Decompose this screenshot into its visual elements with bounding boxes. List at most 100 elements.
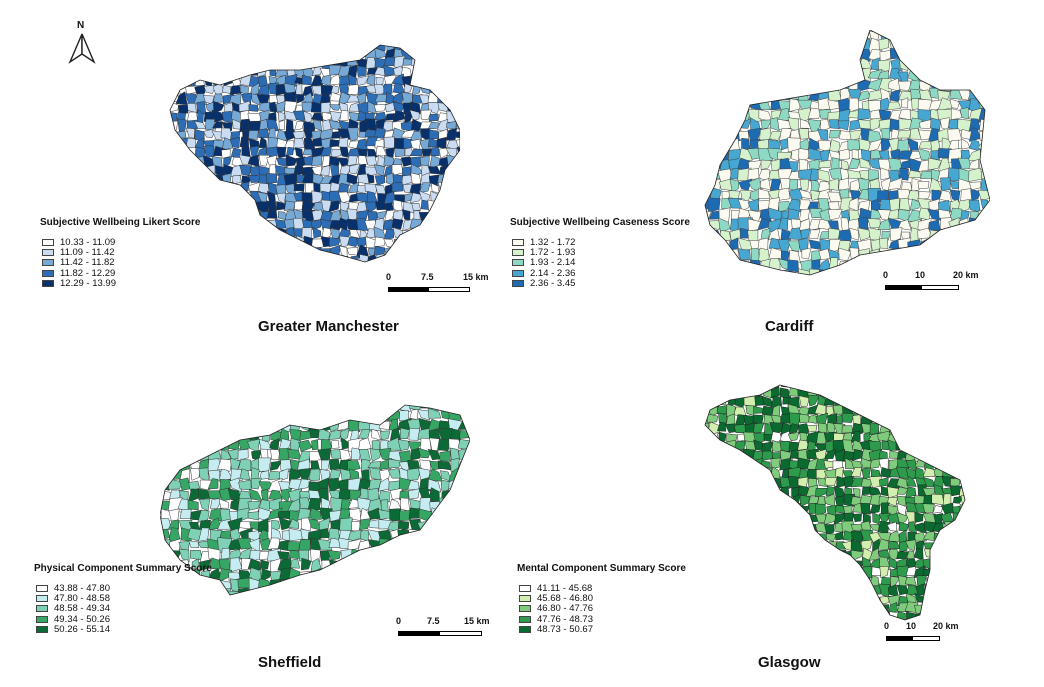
- map-region: [446, 200, 460, 212]
- map-region: [457, 538, 470, 551]
- map-region: [317, 448, 332, 463]
- map-region: [259, 227, 270, 241]
- map-region: [841, 602, 856, 614]
- map-region: [717, 139, 732, 150]
- map-region: [979, 118, 990, 131]
- map-region: [705, 257, 713, 271]
- map-region: [431, 549, 441, 560]
- map-region: [799, 57, 811, 73]
- map-region: [851, 610, 863, 620]
- map-region: [337, 568, 351, 582]
- map-region: [184, 45, 199, 52]
- map-region: [815, 576, 825, 588]
- map-region: [934, 583, 942, 598]
- map-region: [160, 418, 171, 432]
- map-region: [753, 584, 765, 597]
- map-region: [733, 539, 744, 553]
- map-region: [809, 50, 822, 63]
- map-region: [751, 576, 764, 586]
- map-region: [448, 488, 462, 502]
- map-region: [729, 50, 742, 61]
- map-region: [940, 385, 955, 391]
- map-region: [951, 415, 964, 426]
- map-region: [788, 187, 803, 202]
- map-region: [951, 529, 963, 542]
- map-region: [240, 59, 250, 69]
- map-region: [869, 267, 883, 275]
- map-region: [853, 385, 864, 390]
- map-region: [815, 503, 827, 517]
- map-region: [369, 559, 382, 572]
- map-region: [758, 169, 771, 181]
- map-region: [708, 128, 722, 143]
- map-region: [861, 467, 872, 480]
- map-region: [202, 236, 213, 248]
- map-region: [446, 181, 459, 194]
- map-region: [930, 48, 940, 59]
- map-region: [179, 405, 189, 413]
- map-region: [417, 409, 431, 421]
- map-region: [705, 111, 709, 122]
- legend-swatch: [42, 259, 54, 267]
- map-region: [171, 550, 182, 563]
- map-region: [745, 520, 756, 533]
- map-region: [346, 155, 358, 167]
- map-region: [705, 30, 712, 40]
- map-region: [977, 210, 989, 223]
- map-region: [914, 385, 926, 390]
- map-region: [199, 559, 211, 572]
- map-region: [779, 540, 790, 552]
- map-region: [797, 439, 808, 451]
- map-region: [321, 227, 333, 241]
- map-region: [383, 83, 393, 96]
- map-region: [960, 458, 965, 472]
- map-region: [777, 187, 791, 201]
- map-region: [705, 593, 710, 604]
- map-region: [831, 269, 842, 275]
- map-region: [447, 558, 460, 570]
- legend-label: 1.72 - 1.93: [530, 247, 576, 259]
- map-region: [309, 587, 320, 595]
- map-region: [389, 508, 402, 522]
- map-region: [250, 588, 263, 595]
- map-region: [284, 110, 297, 121]
- map-region: [842, 575, 855, 589]
- map-region: [924, 371, 936, 380]
- map-region: [726, 610, 737, 620]
- map-region: [860, 386, 873, 400]
- map-region: [761, 441, 774, 453]
- map-region: [301, 57, 315, 68]
- map-region: [708, 39, 721, 53]
- map-region: [170, 112, 178, 123]
- legend-item: 12.29 - 13.99: [40, 278, 200, 289]
- map-region: [806, 565, 819, 579]
- map-region: [931, 431, 944, 444]
- map-region: [829, 57, 842, 72]
- map-region: [456, 246, 460, 259]
- map-region: [952, 448, 963, 461]
- map-region: [737, 58, 752, 72]
- map-region: [744, 575, 753, 588]
- map-region: [438, 181, 450, 194]
- map-region: [408, 589, 423, 595]
- map-region: [932, 395, 944, 407]
- legend-swatch: [512, 259, 524, 267]
- map-region: [725, 484, 736, 496]
- map-region: [256, 239, 268, 250]
- map-region: [960, 422, 965, 434]
- map-region: [318, 578, 329, 592]
- north-label: N: [77, 20, 85, 31]
- map-region: [857, 217, 869, 230]
- map-region: [900, 30, 912, 41]
- map-region: [947, 228, 963, 242]
- map-region: [446, 211, 460, 222]
- map-region: [957, 58, 972, 70]
- map-region: [248, 218, 259, 231]
- map-region: [959, 31, 973, 43]
- map-region: [868, 89, 883, 102]
- map-region: [267, 45, 280, 51]
- map-region: [738, 69, 752, 81]
- map-region: [790, 585, 801, 598]
- map-region: [796, 566, 809, 577]
- map-region: [849, 40, 862, 52]
